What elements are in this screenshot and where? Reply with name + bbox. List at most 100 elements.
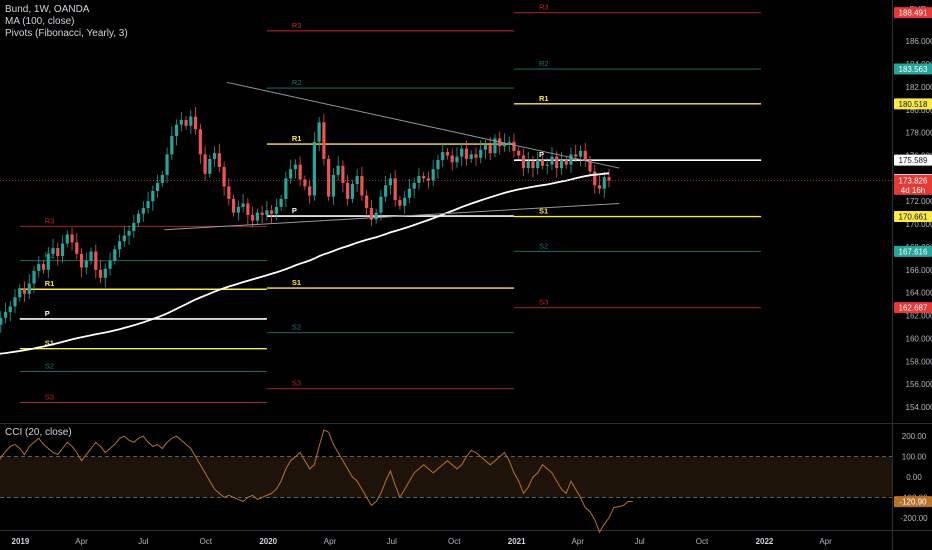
candle bbox=[388, 172, 393, 195]
candle bbox=[412, 177, 416, 199]
candle bbox=[526, 151, 530, 174]
candle-body bbox=[18, 288, 22, 298]
candle-body bbox=[365, 195, 369, 209]
candle-body bbox=[536, 160, 540, 169]
candle bbox=[441, 143, 445, 167]
candle-body bbox=[507, 141, 511, 143]
candle bbox=[365, 190, 369, 218]
cci-tick-label: 0.00 bbox=[906, 473, 922, 482]
cci-band bbox=[0, 456, 892, 498]
candle-body bbox=[41, 264, 46, 270]
candle-body bbox=[412, 182, 416, 189]
candle-body bbox=[46, 253, 50, 270]
candle bbox=[198, 123, 202, 164]
candle-body bbox=[593, 171, 597, 186]
time-tick-label: Oct bbox=[448, 537, 461, 546]
candle bbox=[536, 151, 540, 175]
candle-body bbox=[98, 269, 103, 278]
candle bbox=[279, 194, 283, 211]
candle-body bbox=[132, 222, 136, 231]
candle bbox=[174, 119, 179, 146]
candle bbox=[350, 180, 354, 203]
candle-body bbox=[460, 148, 464, 157]
candle-body bbox=[222, 166, 226, 187]
candle-body bbox=[22, 288, 27, 294]
candle bbox=[322, 114, 326, 166]
pivot-label-s1: S1 bbox=[45, 339, 54, 348]
candle-body bbox=[317, 122, 321, 142]
price-tick-label: 180.000 bbox=[906, 106, 932, 115]
candle-body bbox=[279, 198, 283, 207]
candle-body bbox=[555, 156, 559, 169]
price-tick-label: 158.000 bbox=[906, 357, 932, 366]
candle bbox=[127, 225, 131, 245]
pivot-label-p: P bbox=[292, 206, 297, 215]
candle bbox=[531, 155, 535, 178]
symbol-title: Bund, 1W, OANDA bbox=[5, 4, 90, 15]
candle bbox=[488, 137, 492, 160]
candle-body bbox=[455, 156, 459, 163]
candle-body bbox=[193, 116, 198, 130]
cci-badge bbox=[894, 496, 932, 508]
candle bbox=[445, 148, 450, 160]
candle bbox=[317, 116, 321, 152]
ma-legend: MA (100, close) bbox=[5, 16, 75, 27]
candle bbox=[3, 302, 8, 324]
candle bbox=[108, 252, 112, 276]
candle bbox=[170, 126, 174, 160]
time-tick-label: Jul bbox=[634, 537, 644, 546]
candle-body bbox=[583, 150, 587, 161]
candle-body bbox=[56, 248, 60, 257]
candle-body bbox=[445, 152, 450, 156]
candle-body bbox=[37, 264, 41, 271]
candle bbox=[602, 171, 606, 199]
pivot-label-r1: R1 bbox=[45, 279, 55, 288]
candle-body bbox=[217, 153, 221, 167]
candle-body bbox=[232, 198, 236, 213]
price-badge-label: 167.616 bbox=[899, 247, 928, 256]
candle bbox=[0, 311, 3, 333]
candle bbox=[56, 242, 60, 266]
candle bbox=[393, 170, 397, 207]
price-tick-label: 166.000 bbox=[906, 266, 932, 275]
candle-body bbox=[393, 178, 397, 201]
candle-body bbox=[170, 136, 174, 155]
pivot-label-s2: S2 bbox=[45, 362, 54, 371]
candle-body bbox=[155, 182, 160, 191]
candle-body bbox=[174, 124, 179, 137]
candle bbox=[222, 161, 226, 196]
candle-body bbox=[284, 178, 288, 199]
candle-body bbox=[122, 235, 126, 242]
price-badge-label: 180.518 bbox=[899, 100, 928, 109]
candle bbox=[346, 174, 350, 206]
candle bbox=[355, 169, 359, 193]
candle-body bbox=[398, 200, 402, 206]
candle bbox=[498, 131, 502, 155]
time-tick-label: Apr bbox=[75, 537, 88, 546]
trendline bbox=[164, 202, 620, 231]
candle bbox=[550, 147, 554, 171]
candle bbox=[227, 178, 231, 206]
candle-body bbox=[512, 141, 516, 151]
candle bbox=[165, 147, 169, 184]
candle bbox=[13, 289, 17, 314]
candle bbox=[179, 111, 183, 132]
candle bbox=[94, 244, 98, 278]
candle bbox=[60, 235, 65, 263]
candle-body bbox=[417, 176, 421, 183]
pivot-label-r1: R1 bbox=[539, 94, 549, 103]
candle-body bbox=[422, 176, 426, 179]
candle-body bbox=[51, 248, 55, 254]
candle-body bbox=[270, 210, 274, 214]
trendline bbox=[226, 81, 620, 169]
candle bbox=[431, 159, 435, 187]
candle bbox=[455, 147, 459, 168]
price-badge-label: 170.661 bbox=[899, 213, 928, 222]
price-badge bbox=[894, 174, 932, 195]
time-tick-label: Jul bbox=[387, 537, 397, 546]
candle bbox=[436, 154, 440, 179]
candle bbox=[521, 148, 526, 177]
candle bbox=[103, 263, 107, 288]
candle bbox=[479, 140, 483, 164]
